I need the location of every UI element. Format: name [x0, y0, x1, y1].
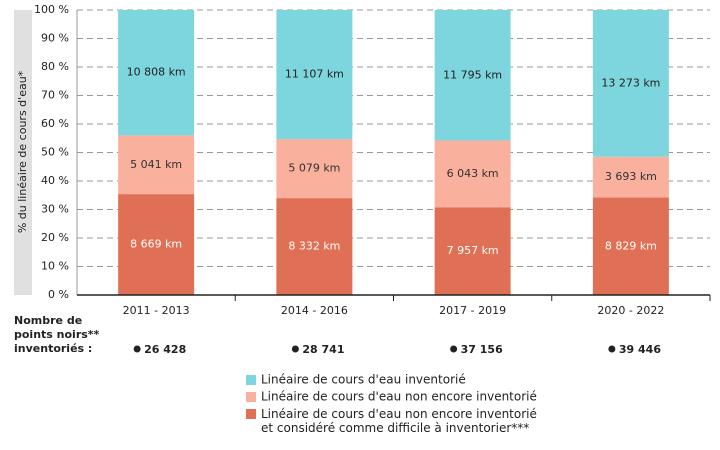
y-tick-label: 60 % [41, 117, 69, 130]
legend-swatch [246, 375, 256, 385]
data-label: 3 693 km [605, 170, 657, 183]
legend-label: Linéaire de cours d'eau non encore inven… [261, 390, 537, 404]
y-tick-label: 10 % [41, 260, 69, 273]
y-tick-label: 50 % [41, 146, 69, 159]
data-label: 7 957 km [447, 244, 499, 257]
bar-segment [434, 207, 511, 295]
legend-label: Linéaire de cours d'eau inventorié [261, 373, 466, 387]
legend-swatch [246, 409, 256, 419]
data-label: 6 043 km [447, 167, 499, 180]
data-label: 8 829 km [605, 239, 657, 252]
y-label-band [14, 10, 32, 295]
legend-label: Linéaire de cours d'eau non encore inven… [261, 407, 537, 435]
data-label: 11 107 km [285, 68, 344, 81]
y-tick-label: 90 % [41, 32, 69, 45]
y-tick-label: 40 % [41, 174, 69, 187]
bullet [291, 345, 299, 353]
bar-segment [434, 10, 511, 141]
legend-swatch [246, 392, 256, 402]
y-axis-label: % du linéaire de cours d'eau* [16, 70, 29, 233]
bullet [133, 345, 141, 353]
bar-segment [434, 140, 511, 208]
data-label: 5 041 km [130, 158, 182, 171]
bar-segment [592, 156, 669, 198]
y-tick-label: 70 % [41, 89, 69, 102]
data-label: 8 332 km [288, 240, 340, 253]
points-noirs-value: 28 741 [302, 343, 344, 356]
bar-segment [592, 10, 669, 157]
data-label: 13 273 km [601, 76, 660, 89]
data-label: 5 079 km [288, 162, 340, 175]
data-label: 10 808 km [127, 66, 186, 79]
bar-segment [118, 194, 195, 295]
y-tick-label: 100 % [34, 3, 69, 16]
points-noirs-value: 39 446 [619, 343, 661, 356]
y-tick-label: 80 % [41, 60, 69, 73]
bullet [608, 345, 616, 353]
x-tick-label: 2014 - 2016 [281, 304, 348, 317]
x-tick-label: 2017 - 2019 [439, 304, 506, 317]
y-tick-label: 20 % [41, 231, 69, 244]
bar-segment [276, 10, 353, 140]
data-label: 8 669 km [130, 238, 182, 251]
bar-segment [118, 135, 195, 195]
x-tick-label: 2011 - 2013 [123, 304, 190, 317]
data-label: 11 795 km [443, 68, 502, 81]
y-tick-label: 0 % [48, 288, 69, 301]
bar-segment [592, 197, 669, 295]
points-noirs-label: Nombre de points noirs** inventoriés : [14, 314, 100, 355]
bullet [450, 345, 458, 353]
bar-segment [276, 139, 353, 199]
bar-segment [276, 198, 353, 295]
points-noirs-value: 26 428 [144, 343, 186, 356]
points-noirs-value: 37 156 [461, 343, 503, 356]
x-tick-label: 2020 - 2022 [597, 304, 664, 317]
bar-segment [118, 10, 195, 136]
y-tick-label: 30 % [41, 203, 69, 216]
